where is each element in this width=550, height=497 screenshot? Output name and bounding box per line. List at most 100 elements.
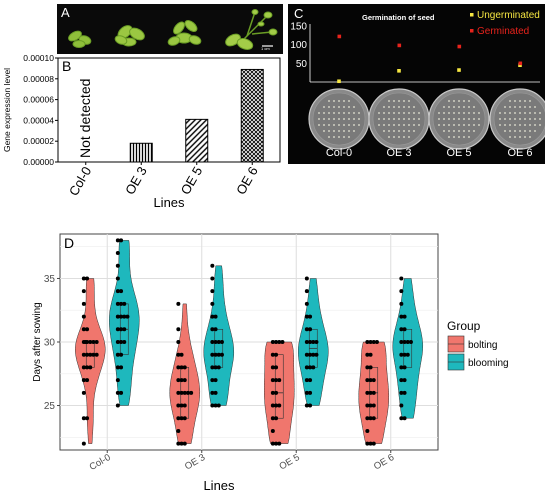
seed	[448, 106, 450, 108]
seed	[323, 118, 325, 120]
data-point-blooming	[216, 352, 221, 357]
seed	[519, 124, 521, 126]
seed	[328, 118, 330, 120]
data-point-blooming	[402, 390, 407, 395]
seed	[408, 130, 410, 132]
data-point-blooming	[210, 390, 215, 395]
seed	[353, 112, 355, 114]
data-point-blooming	[213, 314, 218, 319]
seed	[338, 106, 340, 108]
seed	[383, 130, 385, 132]
seed	[403, 130, 405, 132]
data-point-blooming	[399, 378, 404, 383]
data-point-blooming	[399, 352, 404, 357]
data-point-bolting	[85, 276, 90, 281]
seed	[328, 100, 330, 102]
seed	[473, 124, 475, 126]
data-point-blooming	[304, 289, 309, 294]
seed	[514, 136, 516, 138]
y-tick-label: 25	[44, 401, 56, 412]
seed	[378, 112, 380, 114]
seed	[519, 112, 521, 114]
seed	[534, 118, 536, 120]
seed	[388, 124, 390, 126]
seed	[383, 106, 385, 108]
data-point-blooming	[119, 365, 124, 370]
data-point-blooming	[125, 314, 130, 319]
seed	[448, 136, 450, 138]
plant-photo-panel: A 1 cm	[57, 4, 283, 54]
seed	[443, 112, 445, 114]
not-detected-annotation: Not detected	[77, 79, 93, 158]
seed	[393, 124, 395, 126]
data-point-blooming	[304, 340, 309, 344]
data-point-blooming	[115, 403, 120, 408]
data-point-bolting	[274, 378, 279, 383]
seed	[458, 112, 460, 114]
x-tick-label: OE 3	[122, 164, 150, 197]
data-point-blooming	[213, 352, 218, 357]
dish-label-1: OE 3	[386, 147, 411, 159]
data-point-bolting	[85, 365, 90, 370]
data-point-blooming	[115, 251, 120, 256]
seed	[509, 136, 511, 138]
seed	[473, 106, 475, 108]
seed	[519, 118, 521, 120]
y-axis-label: Gene expression level	[2, 68, 12, 152]
seed	[338, 118, 340, 120]
germination-panel: C Germination of seed 50 100 150 Ungerminated…	[288, 4, 550, 164]
seed	[398, 130, 400, 132]
data-point-bolting	[182, 378, 187, 383]
data-point-blooming	[219, 340, 224, 344]
seed	[398, 112, 400, 114]
data-point-blooming	[115, 263, 120, 268]
seed	[383, 112, 385, 114]
marker-ungerminated-3	[518, 63, 522, 67]
data-point-bolting	[85, 352, 90, 357]
seed	[524, 118, 526, 120]
legend-marker-ungerminated	[470, 13, 474, 17]
seed	[413, 112, 415, 114]
seed	[438, 118, 440, 120]
x-tick-label: OE 5	[277, 452, 301, 472]
data-point-bolting	[81, 301, 86, 306]
seed	[323, 130, 325, 132]
data-point-bolting	[81, 390, 86, 395]
data-point-bolting	[81, 378, 86, 383]
plant-oe5	[167, 20, 202, 46]
data-point-blooming	[304, 352, 309, 357]
data-point-blooming	[399, 416, 404, 421]
seed	[438, 124, 440, 126]
data-point-blooming	[213, 340, 218, 344]
seed	[383, 118, 385, 120]
seed	[353, 106, 355, 108]
seed	[443, 118, 445, 120]
seed	[333, 112, 335, 114]
seed	[323, 112, 325, 114]
seed	[393, 100, 395, 102]
seed	[514, 118, 516, 120]
data-point-bolting	[85, 327, 90, 332]
data-point-bolting	[368, 378, 373, 383]
legend-label-germinated: Germinated	[477, 26, 529, 37]
seed	[388, 136, 390, 138]
data-point-blooming	[399, 289, 404, 294]
data-point-bolting	[94, 352, 99, 357]
x-tick-label: OE 6	[233, 164, 261, 197]
data-point-bolting	[368, 403, 373, 408]
data-point-bolting	[371, 378, 376, 383]
data-point-blooming	[399, 301, 404, 306]
seed	[333, 130, 335, 132]
y-tick-label: 30	[44, 338, 56, 349]
data-point-bolting	[368, 441, 373, 446]
seed	[328, 106, 330, 108]
seed	[403, 136, 405, 138]
data-point-blooming	[210, 365, 215, 370]
data-point-blooming	[399, 390, 404, 395]
seed	[509, 130, 511, 132]
data-point-blooming	[122, 301, 127, 306]
data-point-bolting	[185, 390, 190, 395]
seed	[398, 118, 400, 120]
violin-bolting-oe3	[169, 303, 201, 444]
seed	[333, 100, 335, 102]
